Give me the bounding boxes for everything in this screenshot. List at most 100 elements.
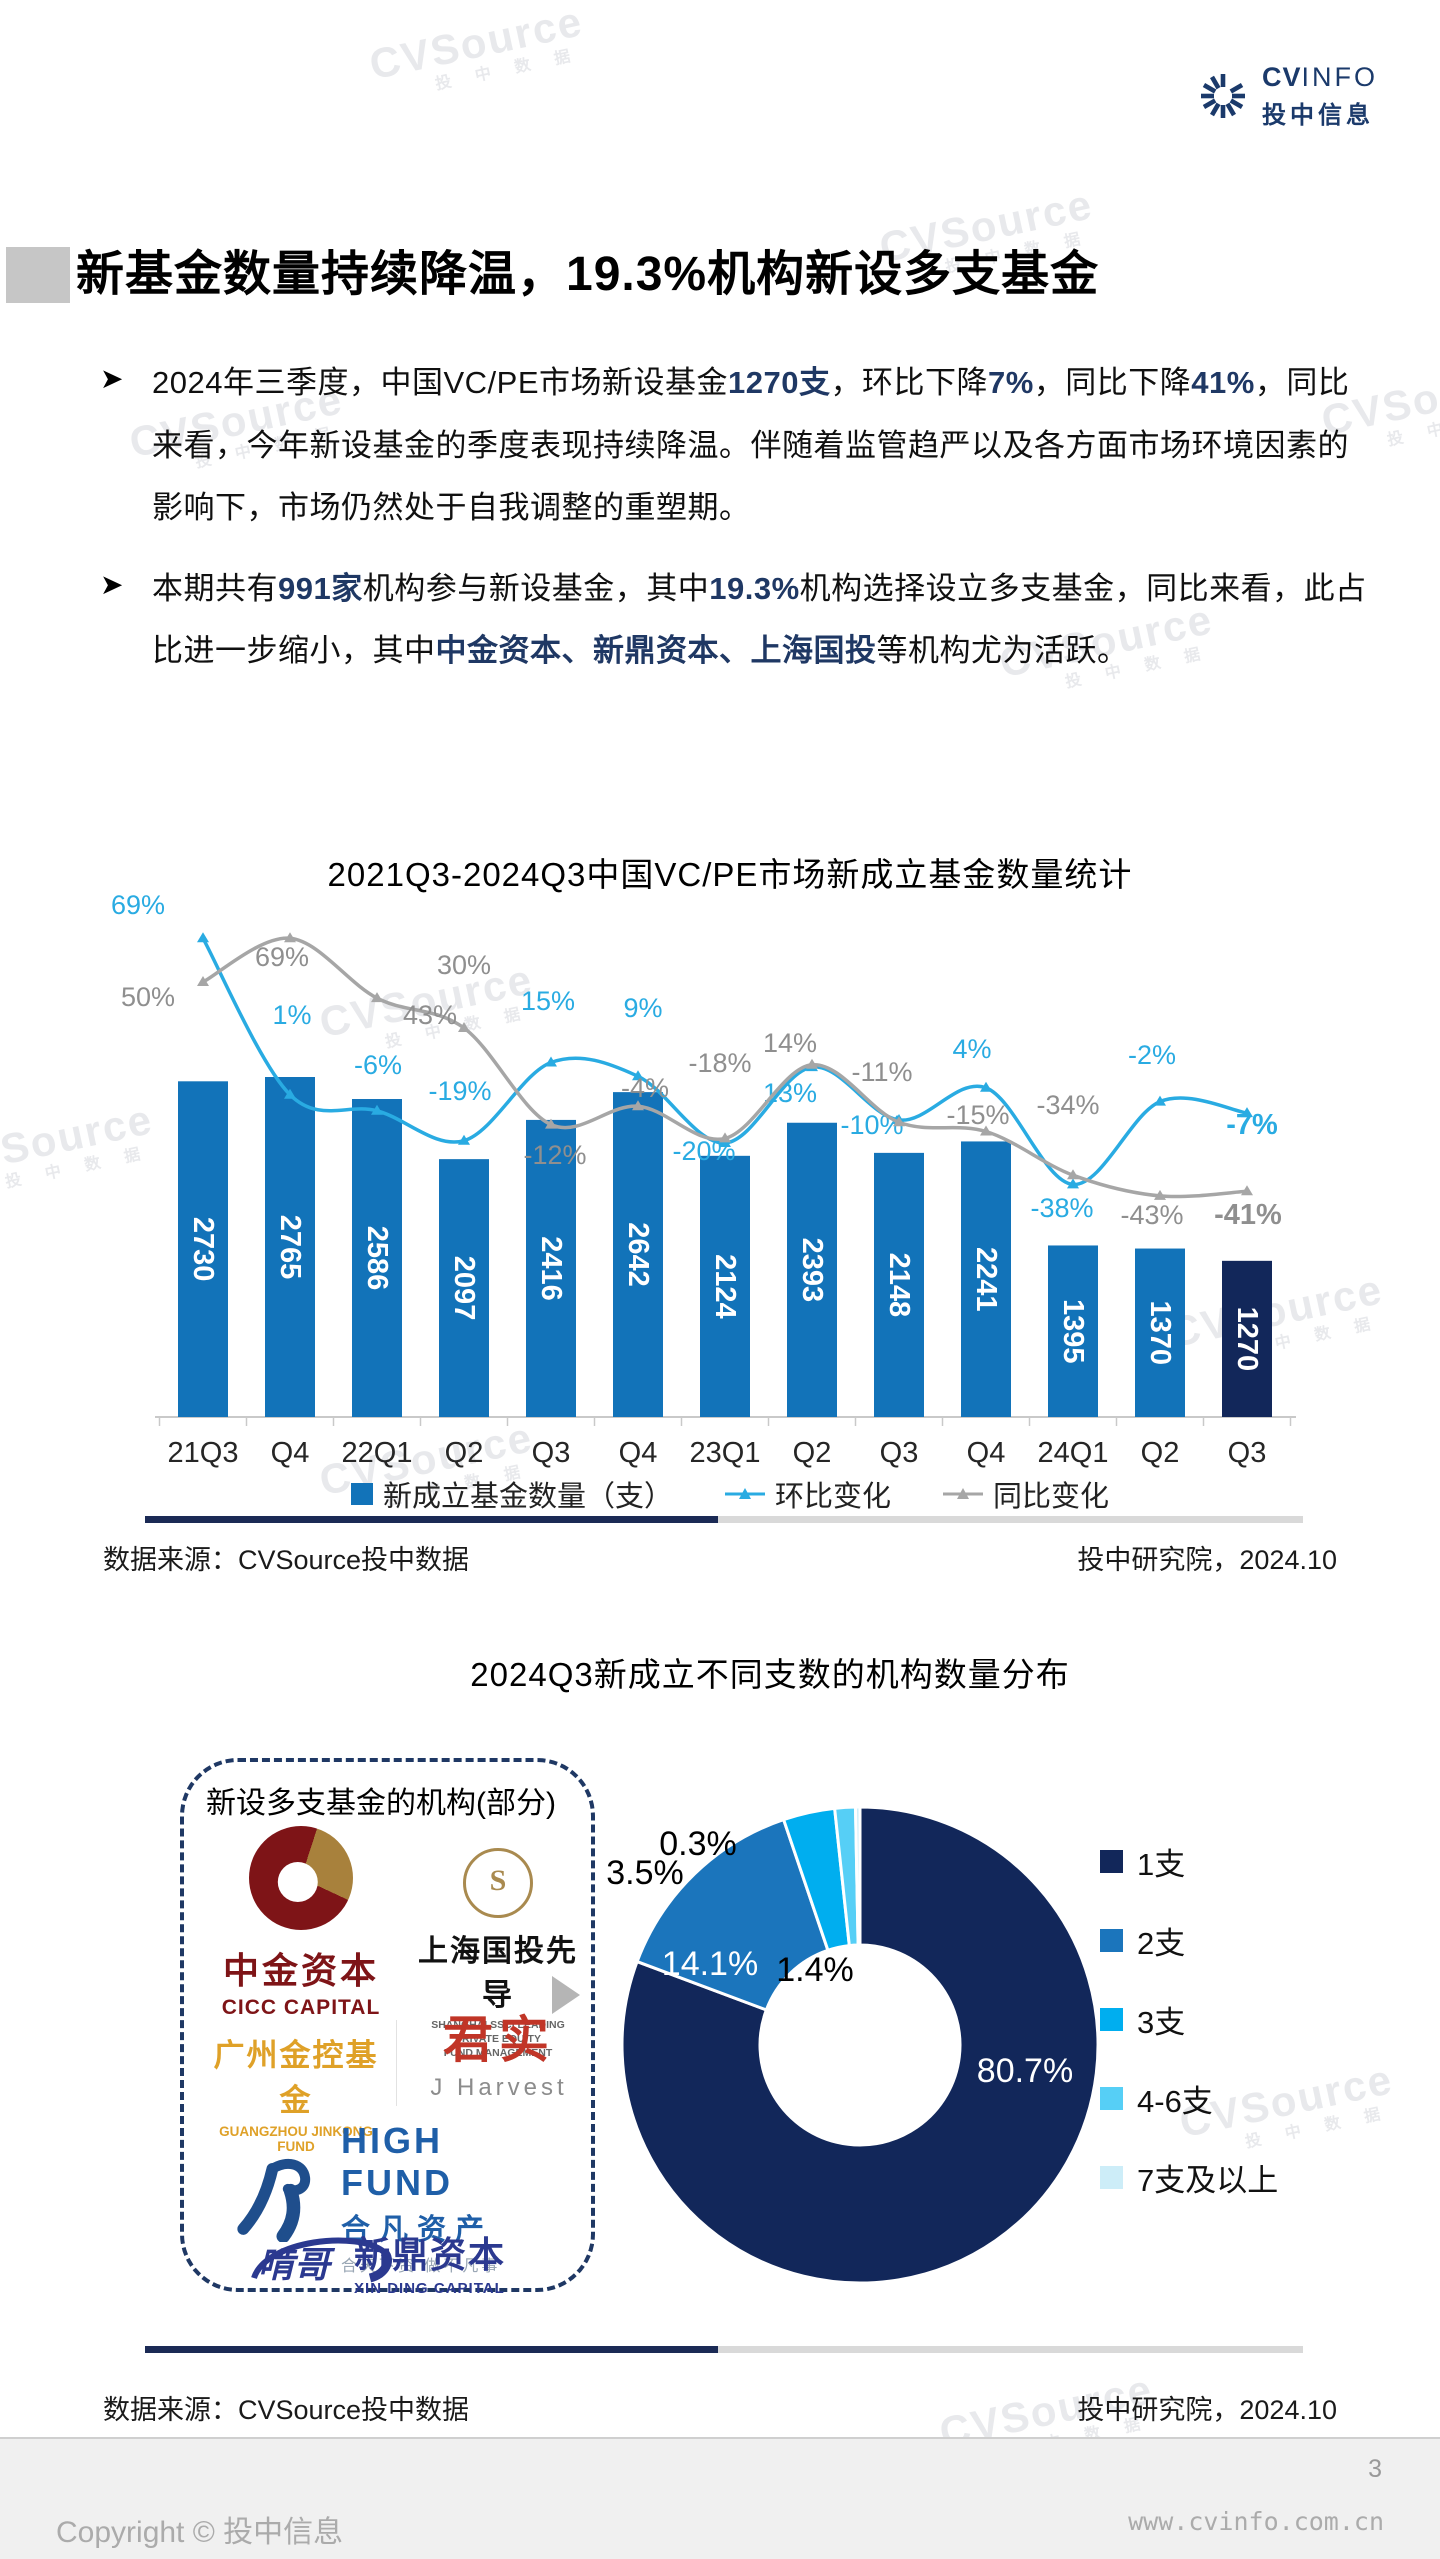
ssci-logo-icon: S <box>463 1848 533 1918</box>
x-axis-label: Q4 <box>967 1437 1006 1469</box>
line-value-label: -2% <box>1128 1040 1176 1070</box>
org-box-title: 新设多支基金的机构(部分) <box>206 1787 556 1820</box>
x-axis-label: 23Q1 <box>690 1437 761 1469</box>
bullet-item: ➤ 2024年三季度，中国VC/PE市场新设基金1270支，环比下降7%，同比下… <box>100 352 1370 540</box>
copyright-text: Copyright © 投中信息 <box>56 2516 344 2549</box>
line-value-label: -6% <box>354 1050 402 1080</box>
x-axis-label: Q2 <box>1141 1437 1180 1469</box>
line-value-label: -10% <box>840 1110 903 1140</box>
line-value-label: -38% <box>1030 1193 1093 1223</box>
line-marker-icon <box>806 1058 818 1069</box>
donut-legend-item: 4-6支 <box>1100 2075 1278 2122</box>
logo-gzjk: 广州金控基金 GUANGZHOU JINKONG FUND <box>202 2030 390 2154</box>
line-marker-icon <box>632 1070 644 1081</box>
x-axis-label: 24Q1 <box>1038 1437 1109 1469</box>
x-axis-label: 21Q3 <box>168 1437 239 1469</box>
line-marker-icon <box>458 1134 470 1145</box>
donut-slice <box>853 1805 862 1947</box>
bar-value-label: 1395 <box>1057 1299 1089 1364</box>
xinding-mark-icon: 啃哥 <box>251 2236 392 2288</box>
legend-swatch <box>1100 1850 1123 1873</box>
section-divider <box>145 1516 1303 1523</box>
line-value-label: 30% <box>437 950 491 980</box>
cicc-logo-icon <box>249 1826 353 1930</box>
highfund-logo-icon <box>237 2158 311 2242</box>
donut-legend-item: 7支及以上 <box>1100 2154 1278 2201</box>
bar-value-label: 2148 <box>883 1253 915 1318</box>
bar-value-label: 2765 <box>274 1215 306 1280</box>
section-divider <box>145 2346 1303 2353</box>
line-value-label: -7% <box>1226 1109 1278 1141</box>
bar-chart-legend: 新成立基金数量（支） 环比变化 同比变化 <box>120 1473 1340 1515</box>
bullet-text: 本期共有991家机构参与新设基金，其中19.3%机构选择设立多支基金，同比来看，… <box>152 570 1367 669</box>
source-row: 数据来源：CVSource投中数据 投中研究院，2024.10 <box>103 2388 1337 2427</box>
research-credit-label: 投中研究院，2024.10 <box>1077 1545 1337 1575</box>
bar-value-label: 2416 <box>535 1236 567 1301</box>
gzjk-name-en: GUANGZHOU JINKONG FUND <box>219 2124 373 2154</box>
bar-value-label: 2393 <box>796 1238 828 1303</box>
legend-label: 7支及以上 <box>1137 2163 1279 2198</box>
donut-value-label: 80.7% <box>977 2052 1073 2090</box>
highfund-name-en: HIGH FUND <box>340 2120 453 2203</box>
line-value-label: 69% <box>255 942 309 972</box>
line-value-label: -41% <box>1214 1199 1282 1231</box>
line-marker-icon <box>545 1118 557 1129</box>
line-marker-icon <box>197 932 209 943</box>
donut-legend: 1支 2支 3支 4-6支 7支及以上 <box>1100 1838 1278 2233</box>
logo-info: INFO <box>1301 62 1379 92</box>
bullet-arrow-icon: ➤ <box>100 568 124 600</box>
x-axis-label: Q4 <box>271 1437 310 1469</box>
qoq-line-marker-icon <box>724 1488 765 1499</box>
line-marker-icon <box>980 1125 992 1136</box>
line-marker-icon <box>1241 1185 1253 1196</box>
line-marker-icon <box>1154 1189 1166 1200</box>
line-marker-icon <box>458 1022 470 1032</box>
bullet-item: ➤ 本期共有991家机构参与新设基金，其中19.3%机构选择设立多支基金，同比来… <box>100 558 1370 683</box>
line-value-label: -43% <box>1120 1200 1183 1230</box>
legend-swatch <box>1100 1929 1123 1952</box>
line-value-label: 50% <box>121 982 175 1012</box>
x-axis-label: 22Q1 <box>342 1437 413 1469</box>
line-marker-icon <box>1067 1169 1079 1180</box>
multi-fund-org-box: 新设多支基金的机构(部分) 中金资本 CICC CAPITAL S 上海国投先导… <box>180 1758 595 2297</box>
line-value-label: 14% <box>763 1028 817 1058</box>
page-title: 新基金数量持续降温，19.3%机构新设多支基金 <box>76 248 1100 301</box>
ssci-name-en: SHANGHAI SSCI LEADING PRIVATE EQUITY FUN… <box>431 2019 565 2060</box>
bar-line-chart: 2730 21Q3 2765 Q4 2586 22Q1 2097 Q2 2416 Q3 2642 Q4… <box>111 890 1296 1469</box>
line-marker-icon <box>545 1056 557 1067</box>
data-source-label: 数据来源：CVSource投中数据 <box>103 1545 470 1575</box>
x-axis-label: Q2 <box>793 1437 832 1469</box>
gzjk-name-cn: 广州金控基金 <box>213 2038 379 2118</box>
bar-value-label: 2241 <box>970 1247 1002 1312</box>
bar-value-label: 2642 <box>622 1222 654 1287</box>
logo-separator <box>396 2020 397 2106</box>
expand-arrow-icon <box>552 1976 580 2014</box>
line-marker-icon <box>1154 1095 1166 1106</box>
donut-value-label: 14.1% <box>662 1945 758 1983</box>
donut-value-label: 0.3% <box>659 1825 737 1863</box>
x-axis-label: Q3 <box>1228 1437 1267 1469</box>
cvinfo-logo: CVINFO 投中信息 <box>1196 62 1378 130</box>
line-value-label: -11% <box>851 1057 912 1087</box>
yoy-line-marker-icon <box>943 1488 983 1499</box>
xinding-name-en: XIN DING CAPITAL <box>354 2280 505 2297</box>
line-value-label: 1% <box>272 1000 311 1030</box>
bar-value-label: 2097 <box>448 1256 480 1321</box>
legend-label: 2支 <box>1137 1926 1186 1961</box>
donut-value-label: 1.4% <box>776 1951 854 1989</box>
legend-item-qoq: 环比变化 <box>724 1473 891 1515</box>
legend-item-yoy: 同比变化 <box>943 1473 1109 1515</box>
line-value-label: 43% <box>403 1000 457 1030</box>
line-value-label: -4% <box>621 1073 669 1103</box>
x-axis-label: Q3 <box>532 1437 571 1469</box>
donut-slice <box>620 1805 1100 2285</box>
page-footer: Copyright © 投中信息 3 www.cvinfo.com.cn <box>0 2437 1440 2559</box>
junshi-name-cn: 君实 <box>443 2012 555 2068</box>
logo-xinding: 啃哥 新鼎资本 XIN DING CAPITAL <box>251 2226 552 2297</box>
line-value-label: 13% <box>763 1078 817 1108</box>
logo-ssci: S 上海国投先导 SHANGHAI SSCI LEADING PRIVATE E… <box>410 1848 586 2061</box>
cicc-name-en: CICC CAPITAL <box>221 1996 381 2019</box>
cvinfo-logo-text: CVINFO 投中信息 <box>1262 62 1378 130</box>
x-axis-label: Q2 <box>445 1437 484 1469</box>
